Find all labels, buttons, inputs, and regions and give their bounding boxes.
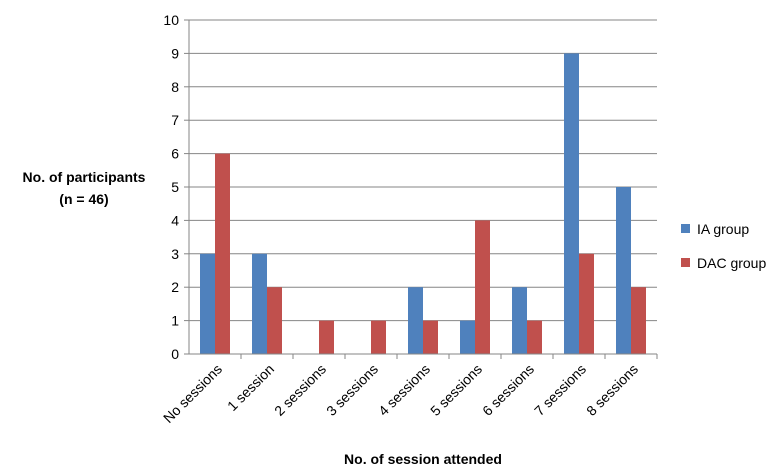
bar-ia-group	[460, 320, 475, 354]
y-tick-label: 4	[171, 212, 179, 228]
bar-dac-group	[475, 220, 490, 354]
y-tick-label: 2	[171, 279, 179, 295]
bar-ia-group	[408, 287, 423, 354]
x-tick-label: No sessions	[160, 361, 225, 426]
x-tick-label: 2 sessions	[271, 361, 329, 419]
x-tick-label: 4 sessions	[375, 361, 433, 419]
bar-ia-group	[616, 187, 631, 354]
x-tick-label: 3 sessions	[323, 361, 381, 419]
legend-label-dac-group: DAC group	[697, 255, 766, 271]
legend-swatch-dac-group	[681, 258, 690, 267]
bar-ia-group	[564, 53, 579, 355]
bar-dac-group	[631, 287, 646, 354]
bars	[200, 53, 646, 355]
bar-dac-group	[579, 253, 594, 354]
x-tick-label: 8 sessions	[583, 361, 641, 419]
y-tick-label: 7	[171, 112, 179, 128]
x-tick-label: 5 sessions	[427, 361, 485, 419]
x-tick-label: 7 sessions	[531, 361, 589, 419]
bar-dac-group	[267, 287, 282, 354]
bar-dac-group	[423, 320, 438, 354]
bar-dac-group	[319, 320, 334, 354]
y-tick-label: 5	[171, 179, 179, 195]
legend-swatch-ia-group	[681, 224, 690, 233]
legend: IA group DAC group	[681, 221, 766, 271]
y-tick-label: 0	[171, 346, 179, 362]
y-tick-label: 1	[171, 313, 179, 329]
bar-dac-group	[371, 320, 386, 354]
y-axis-title-line-1: No. of participants	[23, 169, 146, 185]
y-tick-label: 9	[171, 45, 179, 61]
y-tick-label: 10	[163, 12, 179, 28]
y-tick-label: 8	[171, 79, 179, 95]
legend-label-ia-group: IA group	[697, 221, 749, 237]
bar-ia-group	[200, 253, 215, 354]
y-tick-labels: 0 1 2 3 4 5 6 7 8 9 10	[163, 12, 179, 362]
bar-ia-group	[252, 253, 267, 354]
x-tick-label: 6 sessions	[479, 361, 537, 419]
x-axis-title: No. of session attended	[344, 451, 502, 467]
x-tick-label: 1 session	[224, 361, 277, 414]
bar-dac-group	[527, 320, 542, 354]
bar-dac-group	[215, 153, 230, 354]
y-tick-label: 6	[171, 146, 179, 162]
y-tick-label: 3	[171, 246, 179, 262]
y-axis-title-line-2: (n = 46)	[59, 191, 108, 207]
bar-ia-group	[512, 287, 527, 354]
